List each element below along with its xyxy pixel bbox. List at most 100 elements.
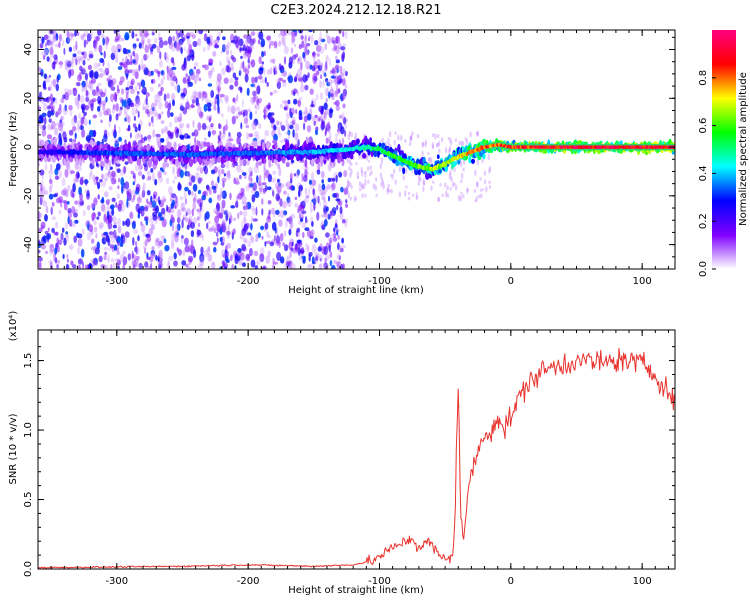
noise-speckle [150,262,153,269]
noise-speckle [82,261,85,269]
noise-speckle [264,106,269,115]
noise-speckle [192,90,198,100]
noise-speckle [140,208,145,217]
noise-speckle [161,128,164,135]
noise-speckle [47,124,53,131]
noise-speckle [181,235,184,239]
noise-speckle [229,84,234,90]
noise-speckle [213,227,217,234]
noise-speckle [186,55,191,62]
ridge-speckle [436,154,440,159]
noise-speckle [118,177,121,183]
noise-speckle [196,198,202,202]
noise-speckle [160,120,165,124]
noise-speckle [159,51,162,60]
noise-speckle [294,132,299,141]
noise-speckle [318,183,321,188]
noise-speckle [43,34,49,41]
noise-speckle [191,132,195,137]
noise-speckle [335,100,340,107]
noise-speckle [310,228,315,237]
noise-speckle [308,35,311,39]
noise-speckle [116,251,120,256]
noise-speckle [311,100,314,108]
noise-speckle [256,175,259,184]
noise-speckle [330,93,334,98]
noise-speckle [335,198,341,202]
noise-speckle [66,201,70,205]
noise-speckle [234,115,237,119]
noise-speckle [157,170,162,179]
noise-speckle [168,255,173,262]
noise-speckle [304,110,309,116]
noise-speckle [320,74,323,79]
noise-speckle [325,232,330,238]
noise-speckle [122,234,126,244]
noise-speckle [157,101,163,110]
noise-speckle [417,175,421,182]
noise-speckle [294,75,297,82]
noise-speckle [125,87,130,91]
noise-speckle [76,97,80,105]
noise-speckle [292,263,296,269]
noise-speckle [48,30,51,37]
noise-speckle [173,252,177,260]
noise-speckle [44,47,49,56]
noise-speckle [252,208,256,216]
noise-speckle [269,59,274,63]
noise-speckle [281,37,285,46]
noise-speckle [179,196,184,201]
ridge-speckle [166,141,172,149]
noise-speckle [340,52,345,60]
noise-speckle [242,111,245,118]
noise-speckle [175,224,179,234]
noise-speckle [236,94,239,102]
noise-speckle [72,125,77,132]
noise-speckle [156,45,161,54]
noise-speckle [112,224,117,229]
noise-speckle [320,64,323,73]
noise-speckle [336,76,340,82]
noise-speckle [95,261,98,266]
noise-speckle [187,189,191,196]
noise-speckle [302,111,306,116]
noise-speckle [461,172,464,180]
noise-speckle [205,95,209,104]
noise-speckle [279,256,285,264]
noise-speckle [188,142,191,146]
noise-speckle [46,56,50,62]
noise-speckle [195,97,199,106]
noise-speckle [127,114,131,124]
noise-speckle [286,30,292,36]
noise-speckle [117,265,120,269]
noise-speckle [320,121,326,130]
noise-speckle [138,99,141,106]
ridge-speckle [482,153,486,160]
noise-speckle [141,87,146,93]
noise-speckle [304,84,309,91]
noise-speckle [42,80,47,89]
noise-speckle [76,50,82,55]
noise-speckle [110,258,115,263]
noise-speckle [302,74,308,83]
noise-speckle [110,86,116,91]
noise-speckle [250,31,256,37]
noise-speckle [152,129,156,139]
noise-speckle [252,95,256,103]
noise-speckle [40,212,43,218]
noise-speckle [162,72,166,80]
noise-speckle [207,83,213,87]
noise-speckle [439,183,442,187]
noise-speckle [256,85,261,95]
ridge-speckle [228,142,233,148]
ridge-speckle [268,142,272,148]
noise-speckle [167,130,172,137]
noise-speckle [262,266,266,269]
noise-speckle [447,137,450,140]
noise-speckle [330,79,335,84]
noise-speckle [91,238,95,244]
noise-speckle [290,107,295,116]
noise-speckle [382,183,385,190]
noise-speckle [201,90,206,96]
noise-speckle [218,123,221,129]
